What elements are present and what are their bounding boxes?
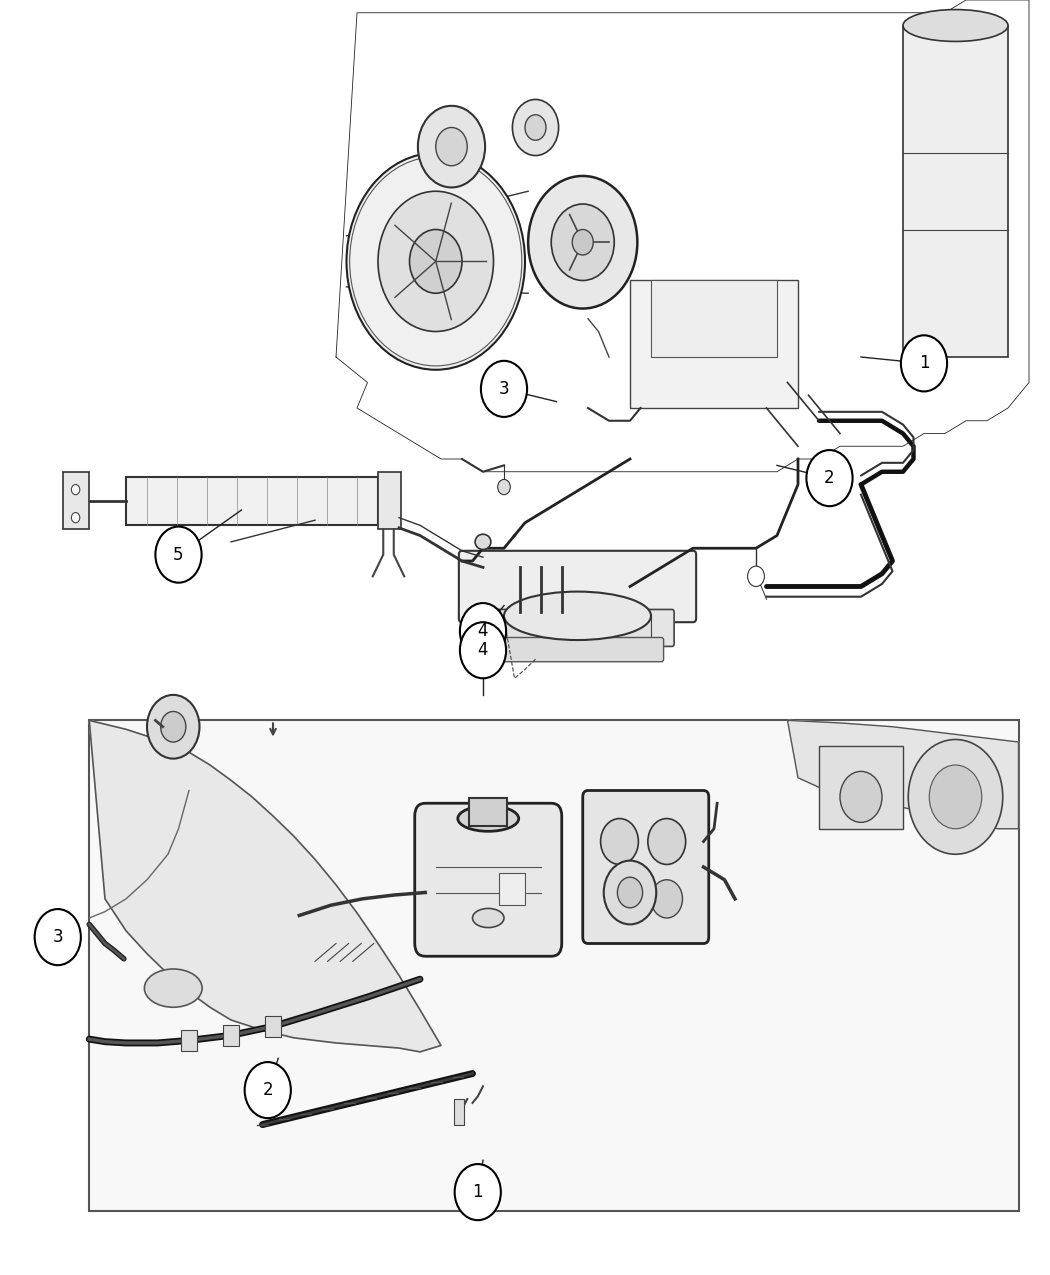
Circle shape	[498, 479, 510, 495]
FancyBboxPatch shape	[415, 803, 562, 956]
Text: 3: 3	[499, 380, 509, 398]
Circle shape	[748, 566, 764, 586]
FancyBboxPatch shape	[481, 609, 674, 646]
Ellipse shape	[903, 10, 1008, 42]
Circle shape	[436, 128, 467, 166]
Circle shape	[908, 740, 1003, 854]
Text: 2: 2	[262, 1081, 273, 1099]
Bar	[651, 280, 777, 357]
Circle shape	[155, 527, 202, 583]
Bar	[504, 616, 651, 641]
Circle shape	[245, 1062, 291, 1118]
Polygon shape	[336, 0, 1029, 472]
Text: 5: 5	[173, 546, 184, 564]
Bar	[469, 798, 507, 826]
Text: 1: 1	[919, 354, 929, 372]
Circle shape	[901, 335, 947, 391]
Circle shape	[604, 861, 656, 924]
Bar	[126, 477, 378, 525]
FancyBboxPatch shape	[459, 551, 696, 622]
Circle shape	[528, 176, 637, 309]
Circle shape	[525, 115, 546, 140]
Circle shape	[572, 230, 593, 255]
Circle shape	[35, 909, 81, 965]
Bar	[0, 0, 1050, 663]
Bar	[181, 1030, 197, 1051]
Bar	[378, 472, 401, 529]
Circle shape	[617, 877, 643, 908]
Circle shape	[460, 603, 506, 659]
Circle shape	[71, 484, 80, 495]
Bar	[630, 280, 798, 408]
FancyBboxPatch shape	[491, 638, 664, 662]
Polygon shape	[788, 720, 1018, 829]
Ellipse shape	[458, 806, 519, 831]
Text: 1: 1	[472, 1183, 483, 1201]
Bar	[223, 1025, 239, 1046]
Circle shape	[929, 765, 982, 829]
Circle shape	[481, 361, 527, 417]
Polygon shape	[89, 720, 441, 1052]
Text: 2: 2	[824, 469, 835, 487]
Bar	[0, 676, 1050, 1275]
FancyBboxPatch shape	[583, 790, 709, 944]
Circle shape	[651, 880, 682, 918]
Circle shape	[806, 450, 853, 506]
Text: 3: 3	[52, 928, 63, 946]
Circle shape	[410, 230, 462, 293]
Circle shape	[161, 711, 186, 742]
Circle shape	[147, 695, 200, 759]
Circle shape	[648, 819, 686, 864]
Bar	[819, 746, 903, 829]
Circle shape	[455, 1164, 501, 1220]
Circle shape	[418, 106, 485, 187]
Circle shape	[378, 191, 494, 332]
Circle shape	[512, 99, 559, 156]
Bar	[499, 873, 525, 905]
Bar	[89, 720, 1018, 1211]
Bar	[265, 1016, 281, 1037]
Bar	[454, 1099, 464, 1125]
Ellipse shape	[472, 908, 504, 928]
Circle shape	[460, 622, 506, 678]
Circle shape	[346, 153, 525, 370]
Circle shape	[840, 771, 882, 822]
Circle shape	[71, 513, 80, 523]
Text: 4: 4	[478, 622, 488, 640]
Text: 4: 4	[478, 641, 488, 659]
Bar	[63, 472, 89, 529]
Ellipse shape	[504, 592, 651, 640]
Bar	[903, 26, 1008, 357]
Ellipse shape	[475, 534, 491, 550]
Ellipse shape	[145, 969, 202, 1007]
Circle shape	[601, 819, 638, 864]
Circle shape	[551, 204, 614, 280]
